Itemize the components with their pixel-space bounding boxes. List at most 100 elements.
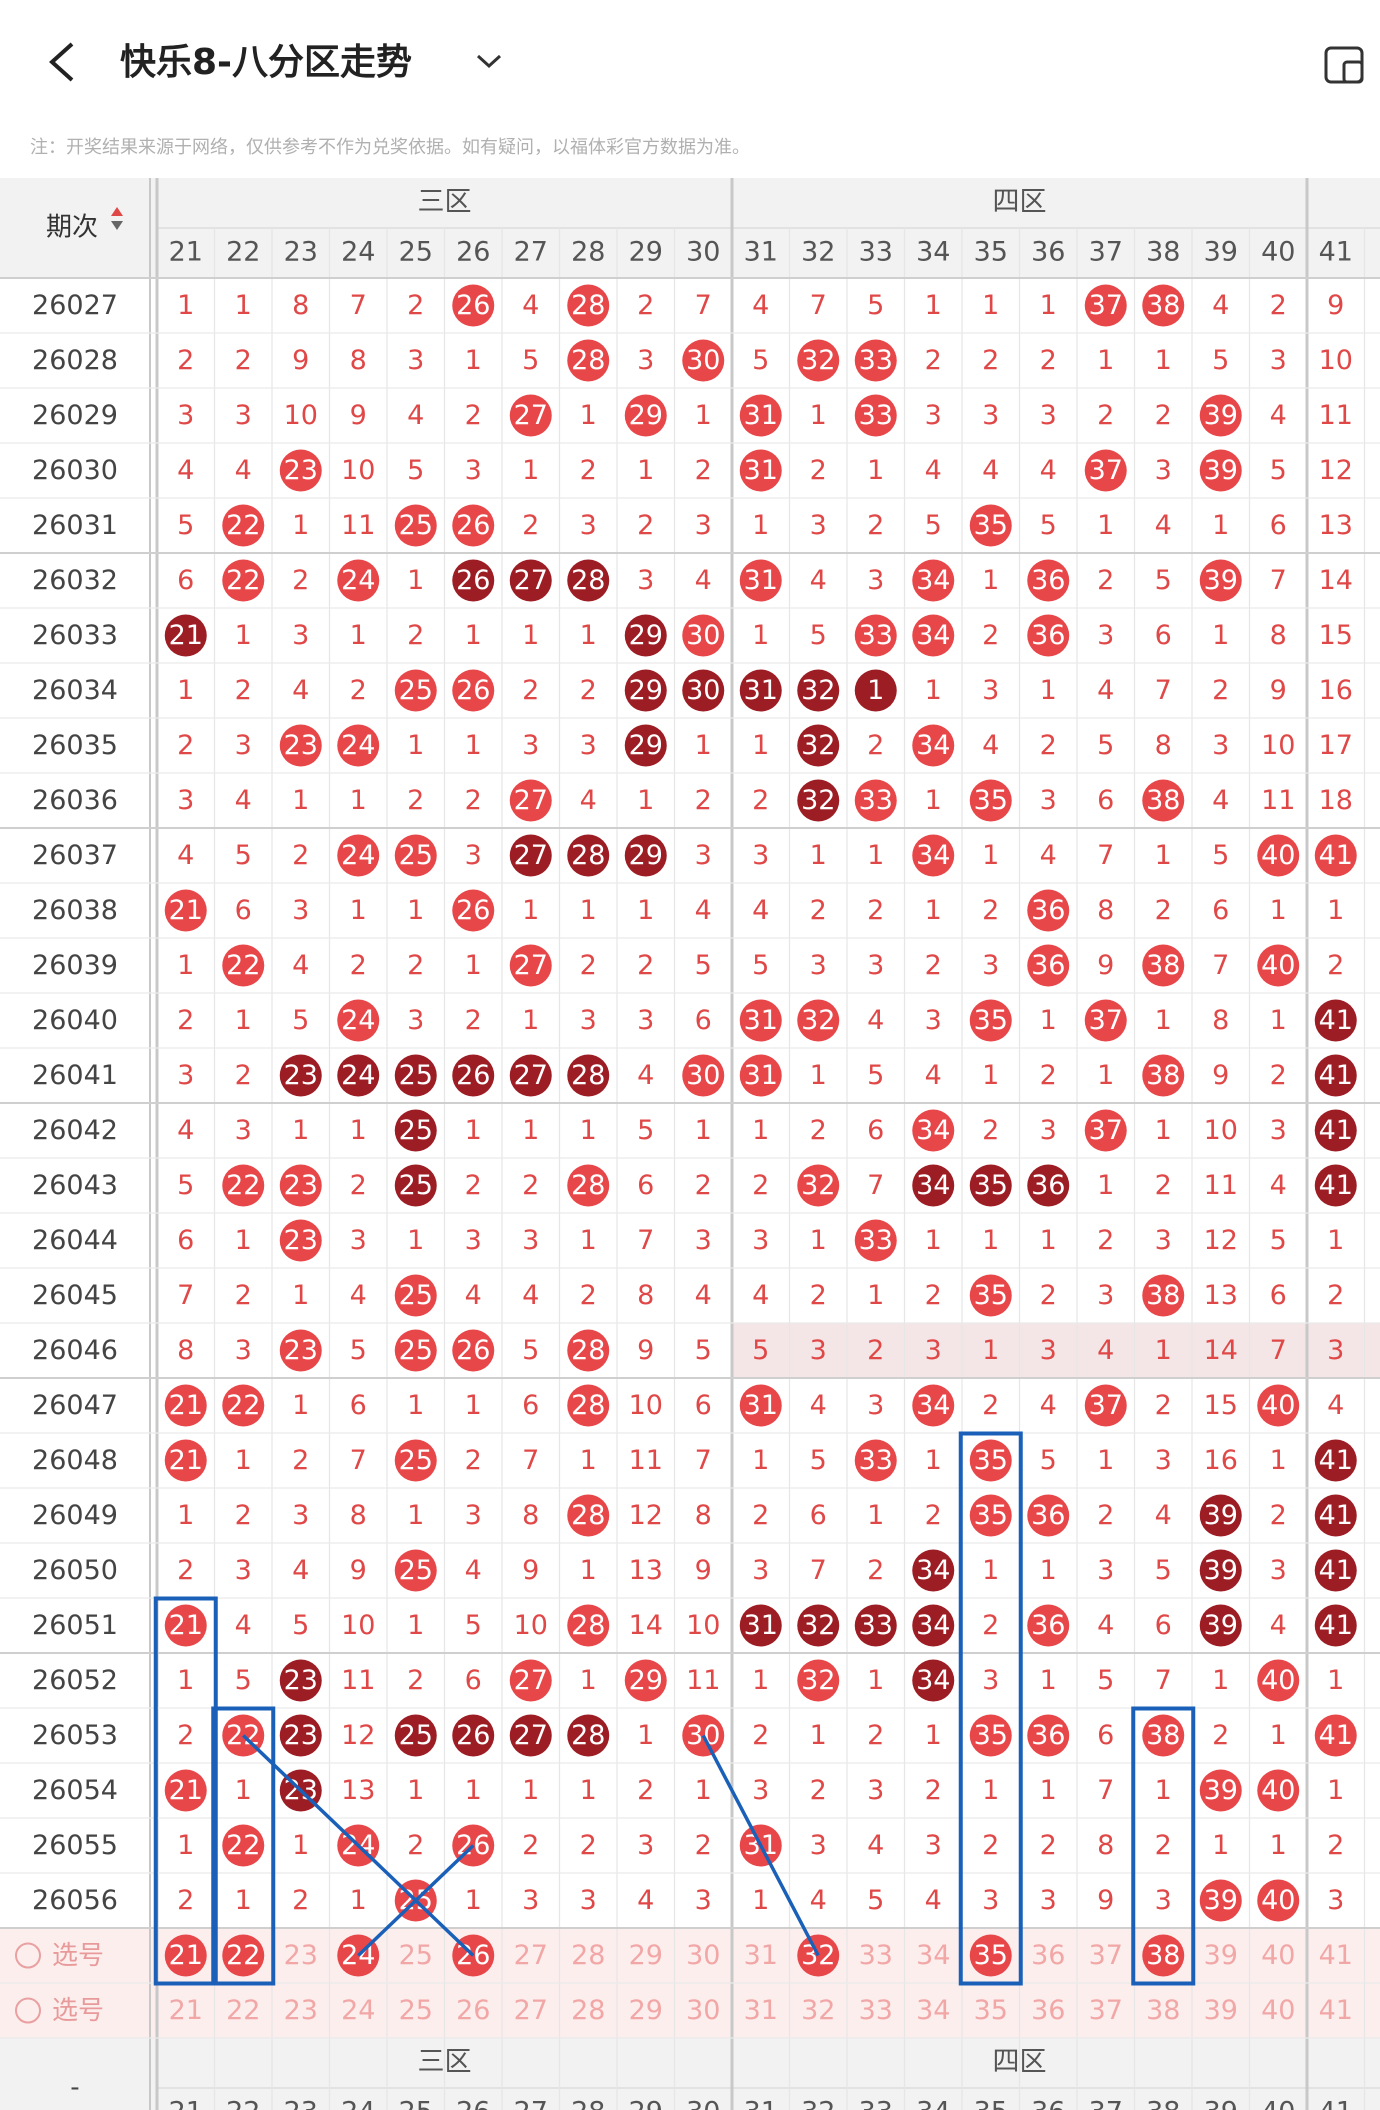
miss-count: 4 <box>1040 1390 1057 1421</box>
miss-count: 15 <box>1319 620 1353 651</box>
repeat-ball <box>797 724 840 767</box>
miss-count: 1 <box>1270 1720 1287 1751</box>
miss-count: 1 <box>1097 345 1114 376</box>
miss-count: 3 <box>407 1005 424 1036</box>
repeat-ball <box>739 1604 782 1647</box>
column-header: 32 <box>801 237 835 268</box>
hit-ball <box>739 1384 782 1427</box>
annotation-box <box>958 1431 1023 1986</box>
pick-number: 23 <box>284 1995 318 2026</box>
ball-number: 39 <box>1204 565 1238 596</box>
miss-count: 2 <box>292 565 309 596</box>
miss-count: 16 <box>1204 1445 1238 1476</box>
miss-count: 2 <box>465 1170 482 1201</box>
miss-count: 3 <box>1097 620 1114 651</box>
miss-count: 4 <box>292 950 309 981</box>
hit-ball <box>1027 1714 1070 1757</box>
issue-number: 26029 <box>32 400 118 431</box>
repeat-ball <box>912 1659 955 1702</box>
miss-count: 5 <box>177 510 194 541</box>
issue-number: 26056 <box>32 1885 118 1916</box>
miss-count: 7 <box>695 1445 712 1476</box>
ball-number: 41 <box>1319 840 1353 871</box>
ball-number: 23 <box>284 455 318 486</box>
ball-number: 33 <box>859 620 893 651</box>
ball-number: 25 <box>399 1555 433 1586</box>
ball-number: 24 <box>341 1005 375 1036</box>
miss-count: 1 <box>1155 1005 1172 1036</box>
hit-ball <box>1314 834 1357 877</box>
miss-count: 5 <box>867 1885 884 1916</box>
miss-count: 5 <box>1270 455 1287 486</box>
miss-count: 1 <box>580 1775 597 1806</box>
dropdown-icon[interactable] <box>476 54 502 69</box>
miss-count: 6 <box>522 1390 539 1421</box>
miss-count: 5 <box>867 290 884 321</box>
ball-number: 30 <box>686 675 720 706</box>
column-header: 29 <box>629 237 663 268</box>
section-label: 三区 <box>418 187 472 218</box>
layout-icon[interactable] <box>1324 46 1364 84</box>
miss-count: 2 <box>580 675 597 706</box>
miss-count: 1 <box>465 1115 482 1146</box>
miss-count: 1 <box>752 1445 769 1476</box>
miss-count: 4 <box>752 290 769 321</box>
miss-count: 6 <box>695 1390 712 1421</box>
column-header: 37 <box>1089 237 1123 268</box>
ball-number: 30 <box>686 345 720 376</box>
miss-count: 4 <box>1327 1390 1344 1421</box>
pick-toggle[interactable] <box>15 1997 41 2024</box>
ball-number: 24 <box>341 730 375 761</box>
footer-bg <box>0 2038 1380 2110</box>
miss-count: 5 <box>867 1060 884 1091</box>
issue-number: 26055 <box>32 1830 118 1861</box>
ball-number: 21 <box>169 1775 203 1806</box>
ball-number: 33 <box>859 400 893 431</box>
footer-issue: - <box>70 2073 79 2103</box>
hit-ball <box>222 944 265 987</box>
miss-count: 5 <box>292 1005 309 1036</box>
repeat-ball <box>1314 1604 1357 1647</box>
column-header: 23 <box>284 237 318 268</box>
miss-count: 8 <box>350 345 367 376</box>
ball-number: 40 <box>1261 1775 1295 1806</box>
miss-count: 2 <box>810 895 827 926</box>
hit-ball <box>739 449 782 492</box>
miss-count: 3 <box>867 1775 884 1806</box>
miss-count: 16 <box>1319 675 1353 706</box>
pick-toggle[interactable] <box>15 1942 41 1969</box>
miss-count: 1 <box>637 785 654 816</box>
hit-ball <box>222 1824 265 1867</box>
miss-count: 2 <box>580 1830 597 1861</box>
hit-ball <box>624 1659 667 1702</box>
miss-count: 3 <box>925 400 942 431</box>
miss-count: 8 <box>350 1500 367 1531</box>
repeat-ball <box>969 1164 1012 1207</box>
hit-ball <box>1142 944 1185 987</box>
hit-ball <box>1084 449 1127 492</box>
column-header: 41 <box>1319 237 1353 268</box>
miss-count: 8 <box>1097 895 1114 926</box>
ball-number: 23 <box>284 1720 318 1751</box>
hit-ball <box>452 889 495 932</box>
miss-count: 4 <box>235 1610 252 1641</box>
ball-number: 36 <box>1031 1720 1065 1751</box>
back-button[interactable] <box>49 42 74 82</box>
miss-count: 1 <box>867 455 884 486</box>
miss-count: 6 <box>1097 1720 1114 1751</box>
miss-count: 1 <box>1040 675 1057 706</box>
miss-count: 3 <box>810 950 827 981</box>
miss-count: 3 <box>465 840 482 871</box>
miss-count: 3 <box>235 1115 252 1146</box>
hit-ball <box>394 1439 437 1482</box>
miss-count: 2 <box>752 1720 769 1751</box>
miss-count: 5 <box>637 1115 654 1146</box>
miss-count: 4 <box>810 565 827 596</box>
miss-count: 14 <box>629 1610 663 1641</box>
repeat-ball <box>509 1714 552 1757</box>
miss-count: 2 <box>637 950 654 981</box>
miss-count: 2 <box>407 785 424 816</box>
miss-count: 1 <box>695 400 712 431</box>
miss-count: 1 <box>810 1720 827 1751</box>
miss-count: 2 <box>925 1775 942 1806</box>
